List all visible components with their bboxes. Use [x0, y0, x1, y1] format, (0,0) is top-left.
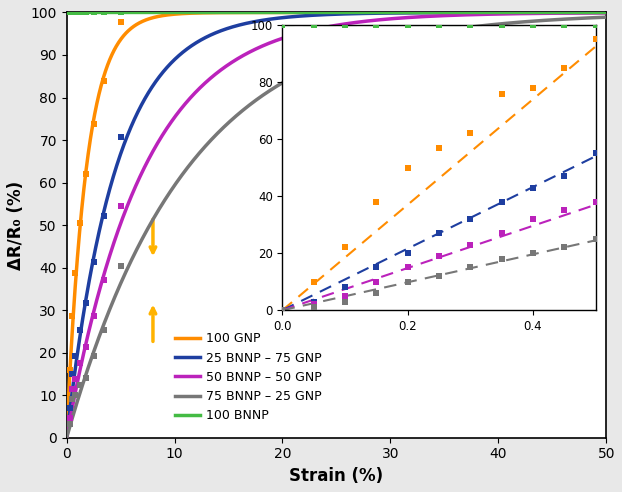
Point	[67, 396, 77, 403]
100 BNNP	[587, 9, 595, 15]
100 GNP	[587, 9, 595, 15]
50 BNNP – 50 GNP	[63, 435, 70, 441]
50 BNNP – 50 GNP	[311, 27, 318, 32]
Point	[67, 312, 77, 320]
X-axis label: Strain (%): Strain (%)	[289, 467, 384, 485]
Point	[81, 343, 91, 351]
100 BNNP	[488, 9, 495, 15]
50 BNNP – 50 GNP	[587, 10, 594, 16]
50 BNNP – 50 GNP	[587, 10, 595, 16]
Point	[100, 8, 109, 16]
Point	[70, 375, 80, 383]
50 BNNP – 50 GNP	[488, 11, 495, 17]
75 BNNP – 25 GNP	[587, 15, 595, 21]
Line: 25 BNNP – 75 GNP: 25 BNNP – 75 GNP	[67, 12, 606, 438]
Point	[70, 352, 80, 360]
Y-axis label: ΔR/R₀ (%): ΔR/R₀ (%)	[7, 181, 25, 270]
Point	[100, 276, 109, 284]
100 GNP	[603, 9, 610, 15]
Point	[70, 391, 80, 399]
100 BNNP	[603, 9, 610, 15]
Point	[75, 359, 85, 367]
25 BNNP – 75 GNP	[325, 11, 333, 17]
Point	[75, 381, 85, 389]
100 BNNP	[63, 9, 70, 15]
Line: 75 BNNP – 25 GNP: 75 BNNP – 25 GNP	[67, 17, 606, 438]
100 GNP	[90, 114, 98, 120]
100 BNNP	[90, 9, 98, 15]
25 BNNP – 75 GNP	[488, 9, 495, 15]
25 BNNP – 75 GNP	[90, 252, 98, 258]
Point	[67, 369, 77, 377]
Line: 50 BNNP – 50 GNP: 50 BNNP – 50 GNP	[67, 13, 606, 438]
25 BNNP – 75 GNP	[311, 12, 318, 18]
75 BNNP – 25 GNP	[63, 435, 70, 441]
Point	[116, 8, 126, 16]
Point	[70, 269, 80, 277]
75 BNNP – 25 GNP	[325, 57, 333, 63]
75 BNNP – 25 GNP	[488, 22, 495, 28]
Point	[65, 414, 75, 422]
50 BNNP – 50 GNP	[325, 24, 333, 30]
50 BNNP – 50 GNP	[90, 307, 98, 313]
Point	[81, 170, 91, 178]
Point	[116, 133, 126, 141]
Point	[116, 262, 126, 270]
Point	[70, 8, 80, 16]
100 BNNP	[325, 9, 333, 15]
75 BNNP – 25 GNP	[311, 63, 318, 69]
Line: 100 GNP: 100 GNP	[67, 12, 606, 438]
Point	[88, 258, 98, 266]
Point	[100, 77, 109, 85]
25 BNNP – 75 GNP	[587, 9, 594, 15]
Point	[67, 8, 77, 16]
Point	[88, 8, 98, 16]
Point	[65, 367, 75, 374]
Point	[116, 202, 126, 210]
75 BNNP – 25 GNP	[603, 14, 610, 20]
Point	[81, 8, 91, 16]
75 BNNP – 25 GNP	[587, 15, 594, 21]
Point	[116, 18, 126, 26]
100 BNNP	[311, 9, 318, 15]
Point	[65, 404, 75, 412]
100 GNP	[587, 9, 594, 15]
100 GNP	[311, 9, 318, 15]
Point	[100, 212, 109, 220]
100 GNP	[325, 9, 333, 15]
Point	[65, 420, 75, 428]
Point	[100, 326, 109, 334]
Point	[88, 120, 98, 128]
Point	[67, 385, 77, 393]
Point	[88, 352, 98, 360]
100 GNP	[63, 435, 70, 441]
50 BNNP – 50 GNP	[603, 10, 610, 16]
Point	[75, 219, 85, 227]
25 BNNP – 75 GNP	[587, 9, 595, 15]
Point	[75, 326, 85, 334]
Legend: 100 GNP, 25 BNNP – 75 GNP, 50 BNNP – 50 GNP, 75 BNNP – 25 GNP, 100 BNNP: 100 GNP, 25 BNNP – 75 GNP, 50 BNNP – 50 …	[170, 327, 327, 427]
Point	[81, 299, 91, 307]
25 BNNP – 75 GNP	[63, 435, 70, 441]
Point	[75, 8, 85, 16]
100 BNNP	[587, 9, 594, 15]
Point	[88, 312, 98, 320]
Point	[65, 8, 75, 16]
100 GNP	[488, 9, 495, 15]
Point	[81, 374, 91, 382]
75 BNNP – 25 GNP	[90, 347, 98, 353]
25 BNNP – 75 GNP	[603, 9, 610, 15]
